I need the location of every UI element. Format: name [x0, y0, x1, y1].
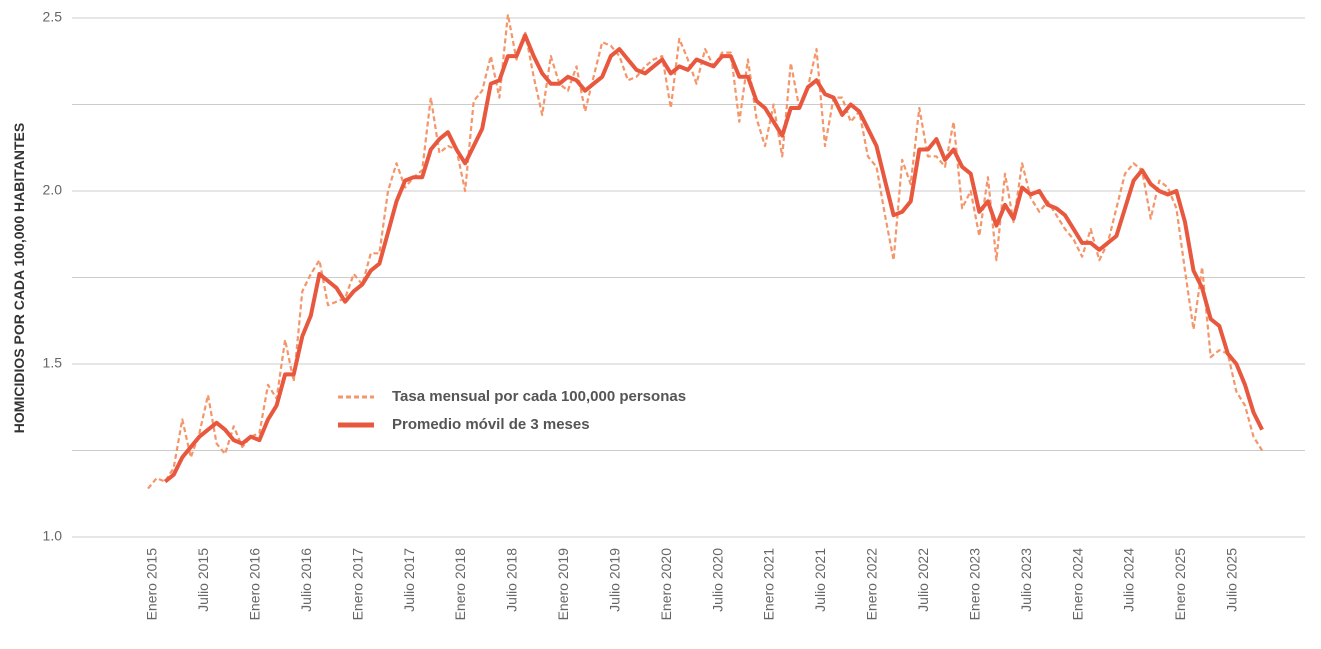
- x-tick-label: Enero 2018: [452, 548, 468, 621]
- y-tick-label: 2.5: [43, 9, 63, 25]
- x-tick-label: Julio 2025: [1224, 548, 1240, 612]
- x-tick-label: Enero 2024: [1069, 548, 1085, 621]
- y-tick-label: 1.0: [43, 528, 63, 544]
- x-tick-label: Enero 2017: [349, 548, 365, 621]
- x-tick-label: Julio 2017: [401, 548, 417, 612]
- x-tick-label: Julio 2024: [1121, 548, 1137, 612]
- x-tick-label: Julio 2022: [915, 548, 931, 612]
- x-tick-label: Julio 2021: [812, 548, 828, 612]
- legend-label: Tasa mensual por cada 100,000 personas: [392, 388, 686, 405]
- x-tick-label: Julio 2019: [606, 548, 622, 612]
- x-tick-label: Enero 2020: [658, 548, 674, 621]
- legend-label: Promedio móvil de 3 meses: [392, 416, 590, 433]
- x-tick-label: Enero 2021: [761, 548, 777, 621]
- x-tick-label: Enero 2016: [247, 548, 263, 621]
- x-tick-label: Julio 2018: [504, 548, 520, 612]
- x-tick-label: Enero 2025: [1172, 548, 1188, 621]
- x-tick-label: Enero 2015: [144, 548, 160, 621]
- x-tick-label: Julio 2023: [1018, 548, 1034, 612]
- y-tick-label: 1.5: [43, 355, 63, 371]
- x-tick-label: Julio 2016: [298, 548, 314, 612]
- x-tick-label: Enero 2023: [966, 548, 982, 621]
- x-tick-label: Enero 2019: [555, 548, 571, 621]
- series-line: [163, 33, 1264, 484]
- series-line: [147, 13, 1264, 490]
- y-tick-label: 2.0: [43, 182, 63, 198]
- x-tick-label: Julio 2015: [195, 548, 211, 612]
- x-tick-label: Julio 2020: [709, 548, 725, 612]
- x-tick-label: Enero 2022: [864, 548, 880, 621]
- y-axis-title: HOMICIDIOS POR CADA 100,000 HABITANTES: [11, 123, 27, 433]
